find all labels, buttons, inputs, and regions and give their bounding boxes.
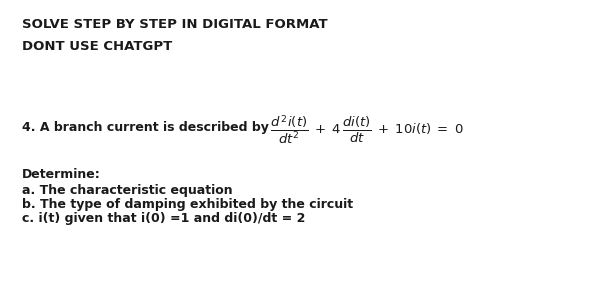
Text: a. The characteristic equation: a. The characteristic equation: [22, 184, 232, 197]
Text: DONT USE CHATGPT: DONT USE CHATGPT: [22, 40, 172, 53]
Text: Determine:: Determine:: [22, 168, 101, 181]
Text: $\dfrac{d^{\,2}i(t)}{dt^{2}}$$\;+\;4\,\dfrac{di(t)}{dt}$$\;+\;10i(t)\;=\;0$: $\dfrac{d^{\,2}i(t)}{dt^{2}}$$\;+\;4\,\d…: [270, 114, 464, 147]
Text: b. The type of damping exhibited by the circuit: b. The type of damping exhibited by the …: [22, 198, 353, 211]
Text: SOLVE STEP BY STEP IN DIGITAL FORMAT: SOLVE STEP BY STEP IN DIGITAL FORMAT: [22, 18, 327, 31]
Text: c. i(t) given that i(0) =1 and di(0)/dt = 2: c. i(t) given that i(0) =1 and di(0)/dt …: [22, 212, 306, 225]
Text: 4. A branch current is described by: 4. A branch current is described by: [22, 121, 269, 133]
